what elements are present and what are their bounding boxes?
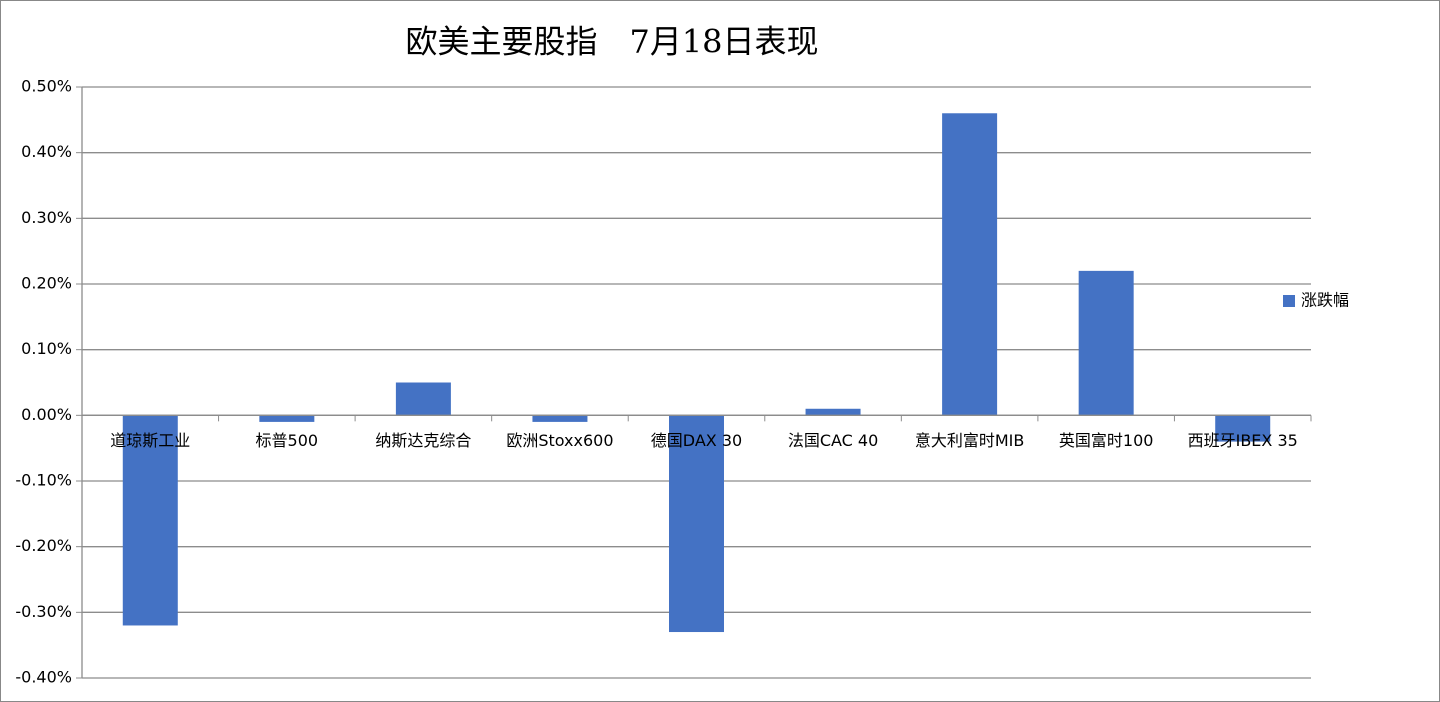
chart-title: 欧美主要股指 7月18日表现 xyxy=(405,23,818,61)
bar xyxy=(942,113,998,416)
x-tick-label: 西班牙IBEX 35 xyxy=(1188,431,1298,450)
bar xyxy=(1078,270,1134,416)
y-tick-label: -0.30% xyxy=(15,602,72,621)
x-tick-label: 道琼斯工业 xyxy=(110,431,190,450)
bar xyxy=(669,415,724,633)
bar xyxy=(805,408,861,416)
x-tick-label: 英国富时100 xyxy=(1059,431,1154,450)
y-tick-label: -0.20% xyxy=(15,536,72,555)
y-tick-label: 0.00% xyxy=(21,405,72,424)
x-tick-label: 纳斯达克综合 xyxy=(375,431,471,450)
x-tick-label: 德国DAX 30 xyxy=(651,431,742,450)
y-tick-label: -0.40% xyxy=(15,668,72,687)
bar xyxy=(259,415,315,422)
x-tick-label: 法国CAC 40 xyxy=(788,431,878,450)
bar xyxy=(1215,415,1271,442)
x-tick-label: 意大利富时MIB xyxy=(915,431,1025,450)
y-tick-label: 0.20% xyxy=(21,274,72,293)
y-tick-label: 0.30% xyxy=(21,208,72,227)
legend-swatch xyxy=(1283,295,1295,307)
bar xyxy=(532,415,588,422)
y-tick-label: 0.40% xyxy=(21,142,72,161)
y-tick-label: 0.10% xyxy=(21,339,72,358)
bar xyxy=(395,382,451,416)
y-tick-label: -0.10% xyxy=(15,471,72,490)
bar xyxy=(122,415,178,626)
legend-label: 涨跌幅 xyxy=(1301,291,1349,310)
y-tick-label: 0.50% xyxy=(21,77,72,96)
x-tick-label: 标普500 xyxy=(256,431,319,450)
x-tick-label: 欧洲Stoxx600 xyxy=(506,431,613,450)
